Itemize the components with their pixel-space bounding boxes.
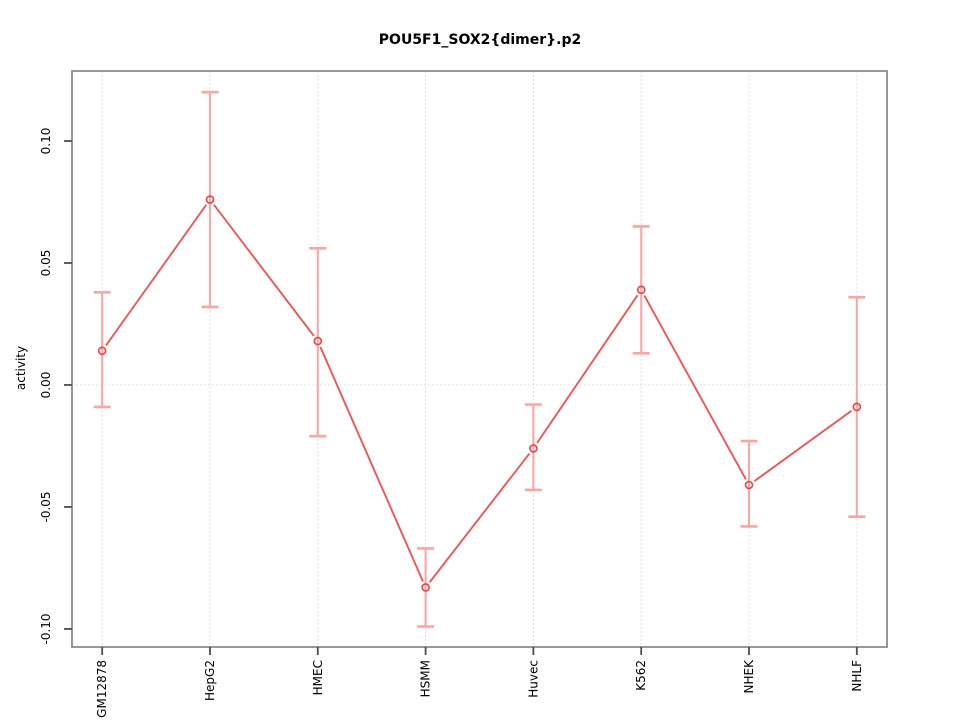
plot-frame — [71, 70, 888, 648]
y-tick-label-0.10: 0.10 — [39, 128, 53, 155]
x-tick-label-K562: K562 — [634, 660, 648, 691]
y-tick-label--0.05: -0.05 — [39, 491, 53, 522]
series-line-segment — [428, 452, 531, 583]
y-tick-label--0.10: -0.10 — [39, 613, 53, 644]
chart-title: POU5F1_SOX2{dimer}.p2 — [378, 32, 582, 48]
x-tick-label-HepG2: HepG2 — [203, 660, 217, 701]
x-tick-label-HMEC: HMEC — [311, 660, 325, 695]
x-tick-label-NHEK: NHEK — [742, 659, 756, 694]
data-point-K562 — [636, 285, 646, 295]
x-tick-label-GM12878: GM12878 — [95, 660, 109, 718]
series-line-segment — [105, 204, 207, 347]
y-tick-label-0.05: 0.05 — [39, 250, 53, 277]
data-point-NHEK — [744, 480, 754, 490]
y-tick-label-0.00: 0.00 — [39, 372, 53, 399]
data-point-HepG2 — [205, 195, 215, 204]
series-line-segment — [536, 294, 639, 444]
data-point-GM12878 — [97, 346, 107, 356]
data-point-HMEC — [313, 336, 323, 346]
x-tick-label-Huvec: Huvec — [526, 660, 540, 698]
series-line-segment — [319, 346, 424, 582]
data-point-NHLF — [852, 402, 862, 412]
series-line-segment — [643, 295, 747, 480]
series-line-segment — [753, 410, 853, 482]
data-point-Huvec — [529, 444, 538, 453]
x-tick-label-HSMM: HSMM — [419, 660, 433, 697]
data-point-HSMM — [421, 583, 430, 592]
series-line-segment — [213, 204, 315, 337]
x-tick-label-NHLF: NHLF — [850, 660, 864, 692]
